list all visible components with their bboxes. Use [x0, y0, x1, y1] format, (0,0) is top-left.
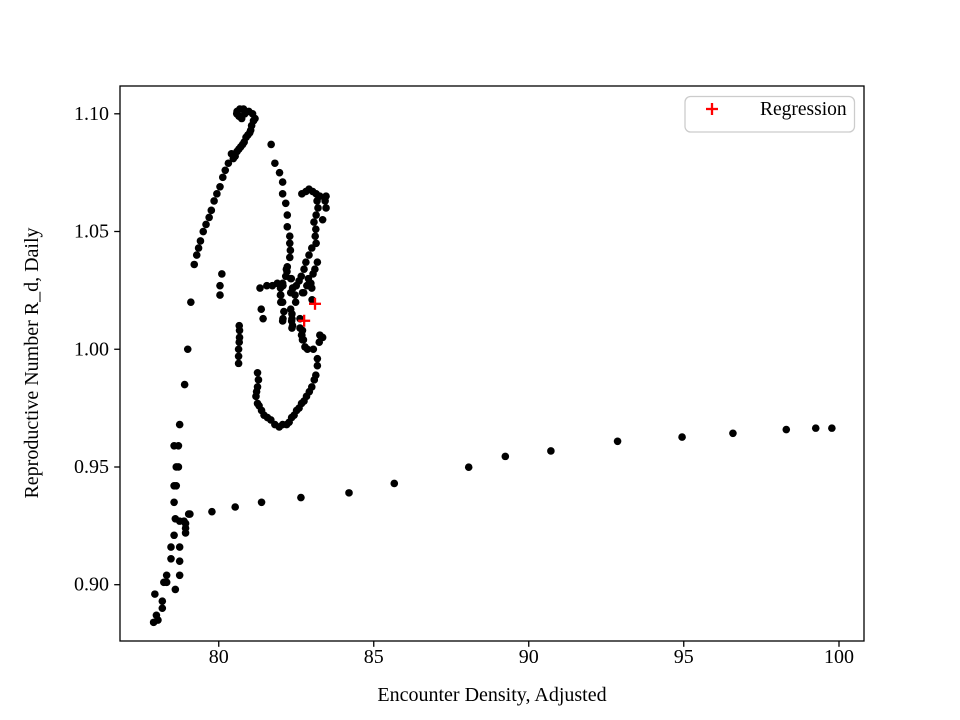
svg-text:Encounter Density, Adjusted: Encounter Density, Adjusted [377, 684, 606, 706]
svg-text:1.05: 1.05 [74, 221, 109, 243]
svg-text:0.95: 0.95 [74, 456, 109, 478]
svg-text:90: 90 [519, 646, 539, 668]
svg-text:100: 100 [824, 646, 854, 668]
svg-text:Regression: Regression [760, 99, 847, 120]
svg-text:1.00: 1.00 [74, 338, 109, 360]
svg-text:1.10: 1.10 [74, 103, 109, 125]
svg-text:85: 85 [364, 646, 384, 668]
svg-text:95: 95 [674, 646, 694, 668]
svg-text:0.90: 0.90 [74, 574, 109, 596]
svg-text:80: 80 [209, 646, 229, 668]
svg-text:Reproductive Number R_d, Daily: Reproductive Number R_d, Daily [21, 227, 43, 498]
